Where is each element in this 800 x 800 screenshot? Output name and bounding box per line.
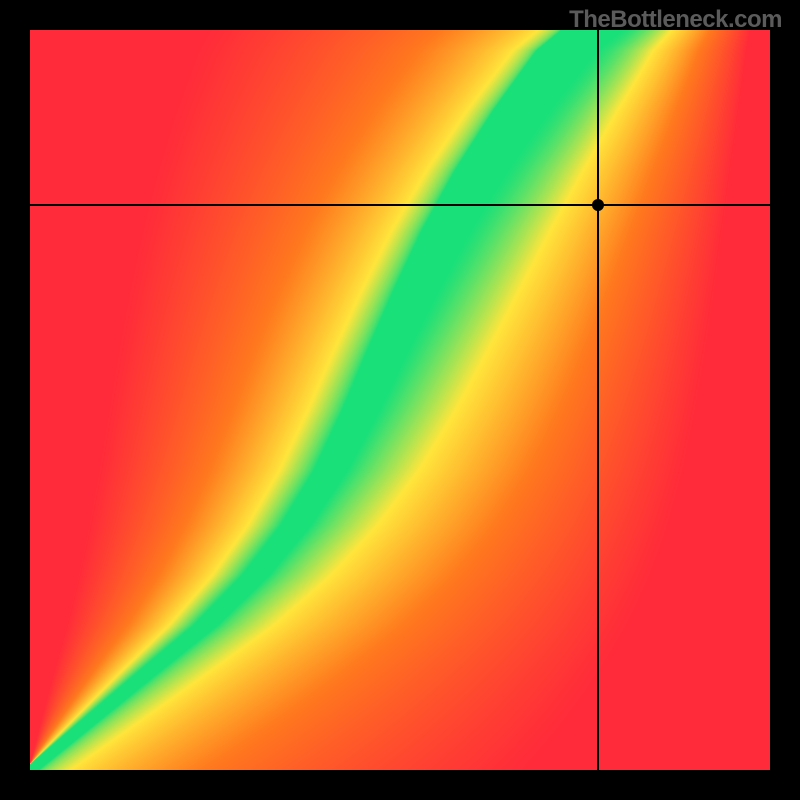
- crosshair-horizontal: [30, 204, 770, 206]
- heatmap-canvas: [30, 30, 770, 770]
- watermark-text: TheBottleneck.com: [569, 6, 782, 34]
- crosshair-dot: [592, 199, 604, 211]
- crosshair-vertical: [597, 30, 599, 770]
- heatmap-plot: [30, 30, 770, 770]
